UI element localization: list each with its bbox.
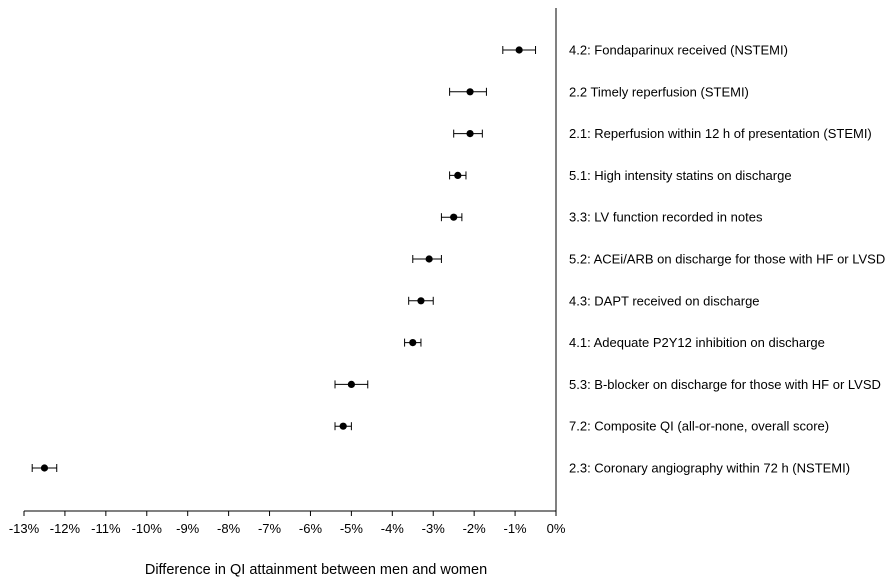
- x-tick-label: -4%: [381, 521, 405, 536]
- row-label: 2.3: Coronary angiography within 72 h (N…: [569, 461, 850, 476]
- x-ticks: -13% -12% -11% -10% -9% -8% -7% -6% -5% -4% -3% -2%…: [9, 511, 566, 536]
- x-tick-label: -9%: [176, 521, 200, 536]
- x-tick-label: -8%: [217, 521, 241, 536]
- data-point: [449, 87, 487, 96]
- x-axis-label: Difference in QI attainment between men …: [145, 562, 487, 578]
- x-tick-label: -6%: [299, 521, 323, 536]
- row-label: 2.2 Timely reperfusion (STEMI): [569, 84, 749, 99]
- point-marker: [40, 464, 49, 472]
- x-tick-label: -7%: [258, 521, 282, 536]
- point-marker: [425, 255, 433, 263]
- x-tick-label: 0%: [547, 521, 566, 536]
- data-marks: [31, 46, 537, 472]
- data-point: [440, 213, 463, 222]
- x-tick-label: -3%: [422, 521, 446, 536]
- data-point: [412, 255, 442, 263]
- point-marker: [339, 422, 347, 430]
- x-tick-label: -12%: [50, 521, 81, 536]
- row-labels: 4.2: Fondaparinux received (NSTEMI) 2.2 T…: [569, 43, 885, 476]
- row-label: 5.3: B-blocker on discharge for those wi…: [569, 377, 881, 392]
- data-point: [31, 464, 58, 472]
- row-label: 4.1: Adequate P2Y12 inhibition on discha…: [569, 335, 825, 350]
- point-marker: [450, 213, 458, 221]
- row-label: 4.3: DAPT received on discharge: [569, 293, 760, 308]
- x-tick-label: -10%: [132, 521, 163, 536]
- row-label: 7.2: Composite QI (all-or-none, overall …: [569, 419, 829, 434]
- x-tick-label: -11%: [91, 521, 121, 536]
- row-label: 4.2: Fondaparinux received (NSTEMI): [569, 43, 788, 58]
- data-point: [408, 296, 434, 305]
- x-tick-label: -2%: [463, 521, 487, 536]
- point-marker: [417, 297, 425, 305]
- row-label: 2.1: Reperfusion within 12 h of presenta…: [569, 126, 872, 141]
- x-tick-label: -5%: [340, 521, 364, 536]
- data-point: [502, 46, 537, 54]
- x-tick-label: -13%: [9, 521, 40, 536]
- data-point: [449, 171, 467, 180]
- data-point: [404, 338, 422, 347]
- data-point: [453, 129, 483, 138]
- axes: [24, 8, 557, 512]
- point-marker: [347, 380, 355, 388]
- point-marker: [466, 130, 474, 138]
- data-point: [334, 422, 352, 431]
- point-marker: [454, 171, 462, 179]
- x-tick-label: -1%: [504, 521, 528, 536]
- row-label: 5.1: High intensity statins on discharge: [569, 168, 792, 183]
- point-marker: [466, 88, 474, 96]
- point-marker: [409, 339, 417, 347]
- point-marker: [515, 46, 523, 54]
- data-point: [334, 380, 369, 389]
- row-label: 3.3: LV function recorded in notes: [569, 210, 763, 225]
- row-label: 5.2: ACEi/ARB on discharge for those wit…: [569, 252, 885, 267]
